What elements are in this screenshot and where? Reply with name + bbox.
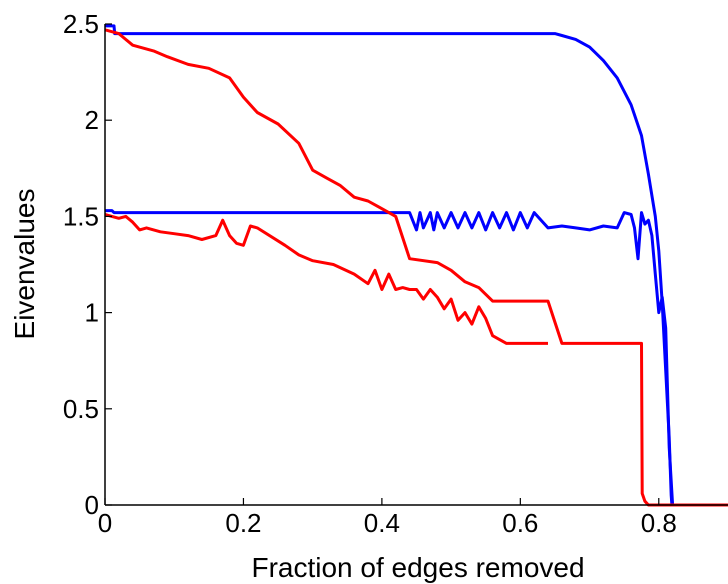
axes (104, 24, 728, 506)
x-tick-label: 0.2 (225, 508, 261, 538)
y-tick-label: 2.5 (63, 9, 99, 39)
y-axis-label: Eivenvalues (9, 189, 40, 340)
y-tick-label: 0 (85, 490, 99, 520)
x-tick-label: 0.4 (364, 508, 400, 538)
y-tick-label: 2 (85, 105, 99, 135)
series-line-2 (105, 209, 728, 507)
series-line-3 (104, 28, 728, 507)
x-tick-label: 0.8 (641, 508, 677, 538)
y-axis-ticks: 0 0.5 1 1.5 2 2.5 (63, 9, 112, 520)
series-lines (104, 24, 728, 507)
y-tick-label: 1.5 (63, 201, 99, 231)
series-line-1 (105, 24, 728, 507)
y-tick-label: 0.5 (63, 394, 99, 424)
y-tick-label: 1 (85, 298, 99, 328)
x-axis-label: Fraction of edges removed (251, 552, 584, 583)
x-tick-label: 0 (98, 508, 112, 538)
series-line-4 (104, 213, 548, 345)
x-tick-label: 0.6 (502, 508, 538, 538)
x-axis-ticks: 0 0.2 0.4 0.6 0.8 (98, 498, 677, 538)
